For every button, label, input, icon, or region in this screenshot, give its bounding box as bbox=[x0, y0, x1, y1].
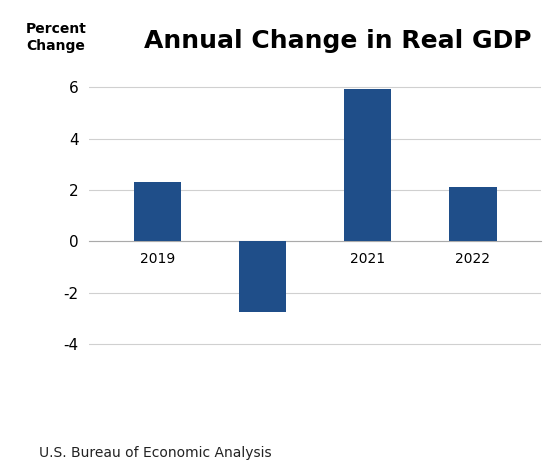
Title: Annual Change in Real GDP: Annual Change in Real GDP bbox=[144, 29, 532, 53]
Bar bbox=[344, 89, 392, 241]
Bar bbox=[449, 187, 497, 241]
Bar bbox=[134, 182, 181, 241]
Bar bbox=[239, 241, 286, 312]
Text: U.S. Bureau of Economic Analysis: U.S. Bureau of Economic Analysis bbox=[39, 446, 272, 460]
Text: Percent
Change: Percent Change bbox=[26, 22, 87, 53]
